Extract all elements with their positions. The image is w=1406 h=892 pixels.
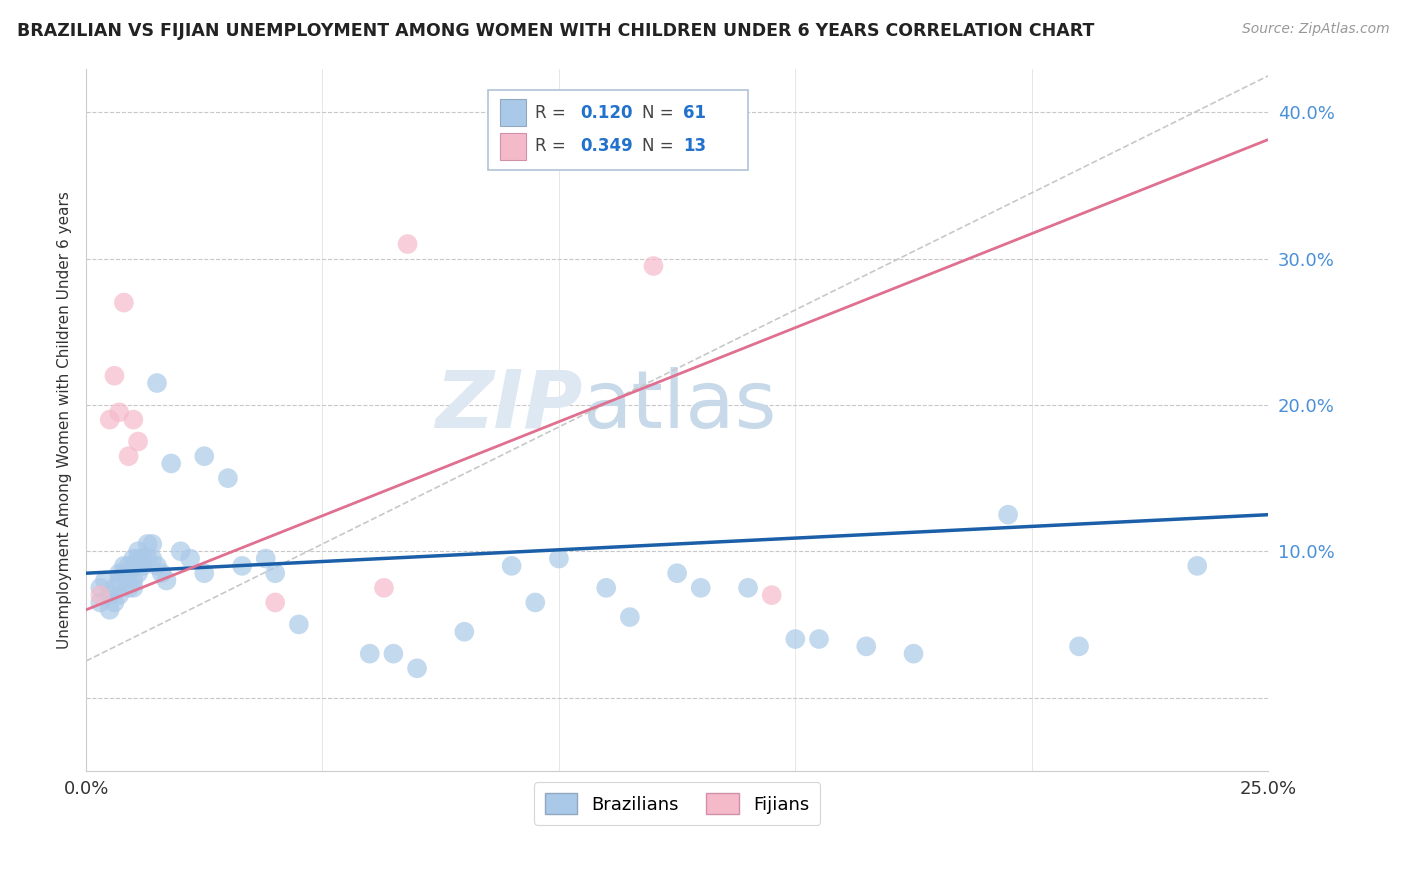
Point — [288, 617, 311, 632]
Point — [108, 588, 131, 602]
Point — [689, 581, 711, 595]
Point — [108, 405, 131, 419]
Point — [193, 566, 215, 581]
Point — [122, 581, 145, 595]
Point — [1187, 558, 1209, 573]
Point — [136, 537, 159, 551]
Point — [453, 624, 475, 639]
Y-axis label: Unemployment Among Women with Children Under 6 years: Unemployment Among Women with Children U… — [58, 191, 72, 648]
Point — [643, 259, 665, 273]
Point — [103, 595, 125, 609]
Point — [231, 558, 253, 573]
Point — [132, 551, 155, 566]
Point — [396, 237, 419, 252]
FancyBboxPatch shape — [499, 133, 526, 160]
Point — [141, 537, 163, 551]
Point — [524, 595, 547, 609]
Point — [122, 574, 145, 588]
Point — [117, 566, 139, 581]
Point — [89, 595, 111, 609]
Point — [501, 558, 523, 573]
Point — [619, 610, 641, 624]
Point — [264, 595, 287, 609]
Point — [89, 581, 111, 595]
Point — [217, 471, 239, 485]
Point — [103, 368, 125, 383]
Point — [94, 574, 117, 588]
Text: N =: N = — [641, 137, 679, 155]
Point — [117, 449, 139, 463]
Point — [127, 551, 149, 566]
Text: R =: R = — [536, 103, 571, 121]
Text: ZIP: ZIP — [436, 367, 582, 444]
Point — [761, 588, 783, 602]
Point — [785, 632, 807, 646]
Point — [160, 457, 183, 471]
FancyBboxPatch shape — [488, 89, 748, 170]
Text: BRAZILIAN VS FIJIAN UNEMPLOYMENT AMONG WOMEN WITH CHILDREN UNDER 6 YEARS CORRELA: BRAZILIAN VS FIJIAN UNEMPLOYMENT AMONG W… — [17, 22, 1094, 40]
Point — [103, 581, 125, 595]
Point — [179, 551, 201, 566]
Point — [127, 566, 149, 581]
Point — [737, 581, 759, 595]
Point — [141, 551, 163, 566]
Point — [117, 581, 139, 595]
Text: 0.349: 0.349 — [581, 137, 633, 155]
Point — [108, 574, 131, 588]
Text: atlas: atlas — [582, 367, 778, 444]
Point — [595, 581, 617, 595]
Text: 61: 61 — [683, 103, 706, 121]
Text: R =: R = — [536, 137, 571, 155]
Point — [666, 566, 689, 581]
Point — [112, 566, 135, 581]
Point — [406, 661, 429, 675]
Point — [98, 603, 121, 617]
Point — [146, 558, 169, 573]
Point — [373, 581, 395, 595]
Point — [89, 588, 111, 602]
Text: Source: ZipAtlas.com: Source: ZipAtlas.com — [1241, 22, 1389, 37]
Point — [112, 558, 135, 573]
Legend: Brazilians, Fijians: Brazilians, Fijians — [534, 782, 820, 825]
Point — [146, 376, 169, 390]
Point — [117, 558, 139, 573]
Point — [127, 434, 149, 449]
Text: 13: 13 — [683, 137, 706, 155]
Point — [122, 551, 145, 566]
Point — [903, 647, 925, 661]
Point — [108, 566, 131, 581]
Point — [112, 295, 135, 310]
Point — [150, 566, 173, 581]
FancyBboxPatch shape — [499, 99, 526, 126]
Point — [997, 508, 1019, 522]
Point — [548, 551, 571, 566]
Point — [98, 588, 121, 602]
Point — [98, 412, 121, 426]
Point — [193, 449, 215, 463]
Point — [169, 544, 191, 558]
Point — [382, 647, 405, 661]
Point — [122, 558, 145, 573]
Point — [359, 647, 381, 661]
Point — [1067, 640, 1090, 654]
Point — [264, 566, 287, 581]
Point — [136, 551, 159, 566]
Point — [254, 551, 277, 566]
Point — [155, 574, 177, 588]
Point — [127, 544, 149, 558]
Point — [807, 632, 830, 646]
Text: N =: N = — [641, 103, 679, 121]
Point — [132, 558, 155, 573]
Point — [122, 412, 145, 426]
Point — [855, 640, 877, 654]
Text: 0.120: 0.120 — [581, 103, 633, 121]
